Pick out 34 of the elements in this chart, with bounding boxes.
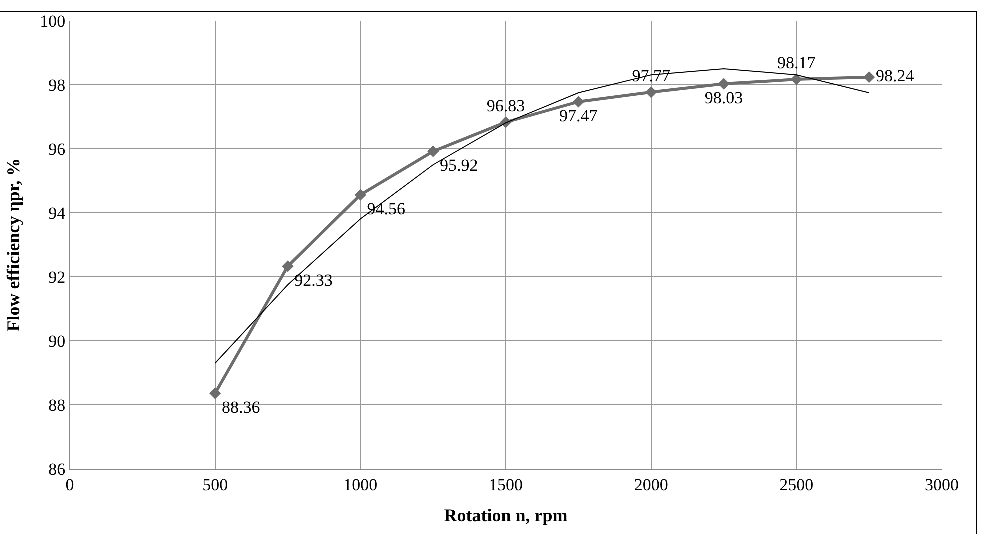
point — [645, 86, 658, 98]
x-tick-label: 2500 — [780, 475, 814, 494]
data-label: 95.92 — [440, 156, 478, 175]
x-tick-label: 1000 — [344, 475, 378, 494]
point — [863, 71, 876, 84]
y-tick-label: 96 — [48, 140, 66, 159]
y-tick-label: 88 — [48, 396, 66, 415]
x-axis-title: Rotation n, rpm — [444, 506, 568, 526]
point — [427, 146, 440, 158]
point — [790, 74, 803, 86]
y-axis-title: Flow efficiency ηpr, % — [3, 158, 24, 332]
point — [718, 78, 730, 90]
point — [282, 260, 294, 272]
data-label: 98.24 — [876, 66, 915, 86]
data-label: 97.47 — [560, 106, 598, 126]
x-tick-label: 2000 — [634, 475, 668, 494]
data-label: 92.33 — [294, 270, 333, 290]
x-tick-label: 0 — [66, 475, 74, 494]
data-label: 88.36 — [222, 398, 260, 417]
x-tick-label: 3000 — [925, 475, 959, 494]
data-label: 96.83 — [486, 96, 526, 116]
point — [572, 96, 585, 108]
y-tick-label: 100 — [40, 12, 66, 31]
point — [209, 388, 222, 400]
x-tick-label: 500 — [202, 475, 228, 494]
point — [354, 189, 367, 201]
y-tick-label: 94 — [48, 204, 66, 223]
data-label: 98.03 — [704, 88, 744, 108]
y-tick-label: 90 — [48, 332, 66, 351]
y-tick-label: 98 — [48, 76, 66, 95]
data-label: 98.17 — [778, 54, 816, 73]
y-tick-label: 92 — [48, 268, 66, 287]
y-tick-label: 86 — [48, 460, 66, 479]
x-tick-label: 1500 — [489, 475, 523, 494]
